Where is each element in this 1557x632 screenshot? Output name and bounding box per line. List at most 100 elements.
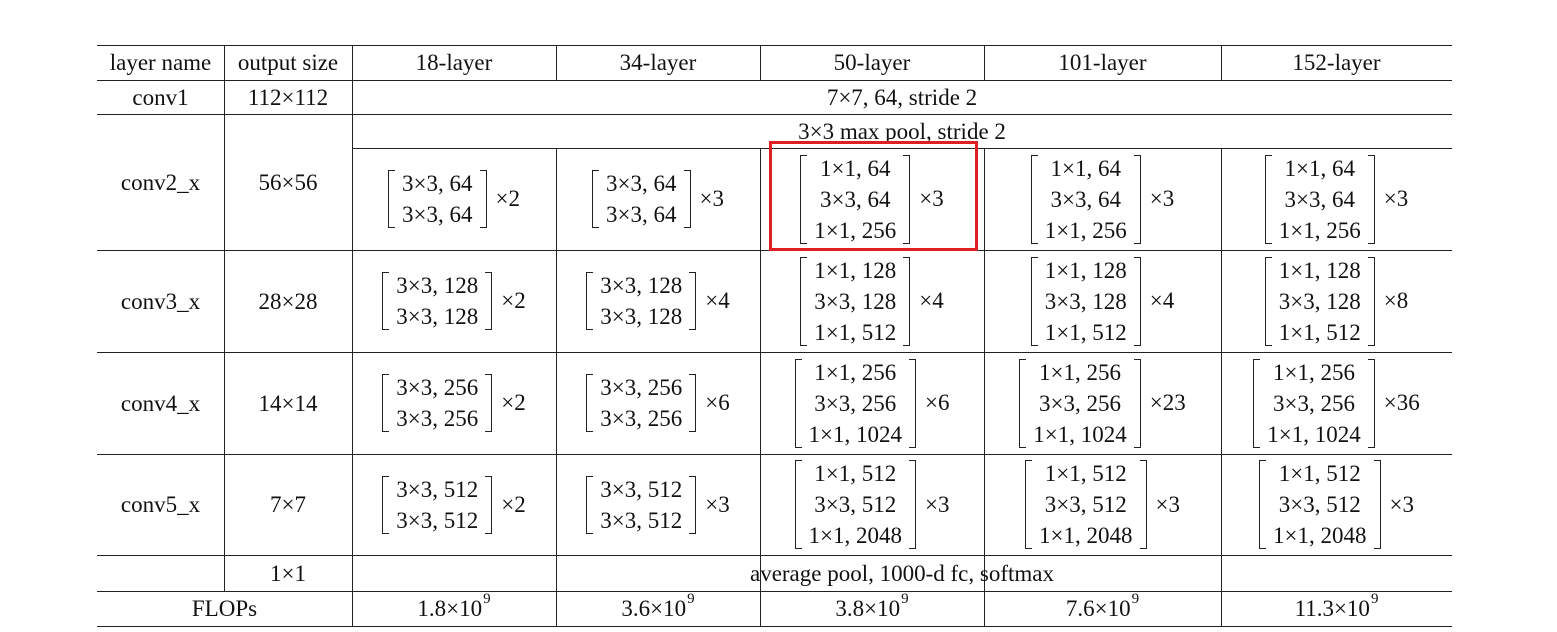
block-line: 3×3, 512 [1278, 492, 1361, 517]
flops-label: FLOPs [191, 596, 258, 621]
rule-final [97, 591, 1452, 592]
conv4-block-34-layer: 3×3, 256 3×3, 256 ×6 [556, 352, 760, 454]
rule-bottom [97, 626, 1452, 627]
conv5-size: 7×7 [270, 492, 306, 517]
block-multiplier: ×4 [919, 288, 944, 313]
block-line: 3×3, 128 [1044, 288, 1127, 314]
conv1-name: conv1 [132, 84, 189, 110]
bracket-matrix: 3×3, 512 3×3, 512 [382, 474, 493, 536]
col-rule-6b [1221, 148, 1222, 591]
block-line: 1×1, 2048 [1273, 523, 1367, 548]
conv3-name: conv3_x [120, 288, 201, 314]
header-50-layer: 50-layer [833, 50, 911, 75]
block-multiplier: ×36 [1383, 390, 1420, 415]
conv1-spec: 7×7, 64, stride 2 [826, 84, 978, 110]
rule-conv5 [97, 555, 1452, 556]
rule-conv4 [97, 454, 1452, 455]
block-line: 3×3, 128 [600, 304, 683, 329]
block-line: 1×1, 512 [814, 319, 897, 345]
conv5-block-18-layer: 3×3, 512 3×3, 512 ×2 [352, 454, 556, 555]
bracket-matrix: 1×1, 128 3×3, 128 1×1, 512 [1030, 255, 1141, 348]
rule-pool [352, 148, 1452, 149]
block-line: 1×1, 64 [820, 155, 891, 181]
block-line: 3×3, 512 [600, 507, 683, 533]
block-multiplier: ×2 [495, 186, 520, 211]
block-multiplier: ×6 [705, 390, 730, 415]
bracket-matrix: 3×3, 256 3×3, 256 [586, 372, 697, 434]
conv3-block-50-layer: 1×1, 128 3×3, 128 1×1, 512 ×4 [760, 250, 984, 352]
flops-base: 3.8×10 [835, 596, 901, 621]
conv5-block-101-layer: 1×1, 512 3×3, 512 1×1, 2048 ×3 [984, 454, 1221, 555]
block-line: 1×1, 256 [814, 217, 897, 243]
block-line: 3×3, 64 [606, 171, 677, 196]
block-multiplier: ×2 [501, 491, 526, 517]
block-line: 1×1, 512 [814, 461, 897, 486]
block-line: 3×3, 256 [1273, 390, 1355, 416]
block-multiplier: ×2 [501, 288, 526, 313]
conv3-block-101-layer: 1×1, 128 3×3, 128 1×1, 512 ×4 [984, 250, 1221, 352]
block-line: 1×1, 128 [814, 257, 897, 283]
block-line: 3×3, 512 [396, 507, 479, 533]
highlight-box [769, 141, 978, 251]
bracket-matrix: 1×1, 64 3×3, 64 1×1, 256 [1030, 153, 1141, 246]
header-34-layer: 34-layer [619, 50, 697, 75]
rule-conv1 [97, 114, 1452, 115]
conv2-block-50-layer: 1×1, 64 3×3, 64 1×1, 256 ×3 [760, 148, 984, 250]
bracket-matrix: 1×1, 512 3×3, 512 1×1, 2048 [794, 458, 917, 551]
block-line: 3×3, 512 [396, 476, 479, 502]
rule-header [97, 80, 1452, 81]
col-rule-2 [352, 45, 353, 627]
flops-exponent: 9 [1370, 591, 1379, 607]
block-line: 1×1, 1024 [1267, 421, 1361, 447]
bracket-matrix: 1×1, 256 3×3, 256 1×1, 1024 [1019, 357, 1142, 450]
conv2-name: conv2_x [120, 169, 201, 195]
conv2-block-18-layer: 3×3, 64 3×3, 64 ×2 [352, 148, 556, 250]
flops-base: 11.3×10 [1294, 596, 1370, 621]
header-layer-name: layer name [109, 50, 212, 75]
block-multiplier: ×8 [1383, 288, 1409, 313]
block-line: 1×1, 64 [1284, 155, 1355, 181]
flops-34: 3.6×10 9 [556, 591, 760, 626]
flops-50: 3.8×10 9 [760, 591, 984, 626]
header-18-layer: 18-layer [415, 50, 493, 75]
bracket-matrix: 3×3, 512 3×3, 512 [586, 474, 697, 536]
block-multiplier: ×4 [1149, 288, 1175, 313]
conv2-block-34-layer: 3×3, 64 3×3, 64 ×3 [556, 148, 760, 250]
conv2-size: 56×56 [258, 169, 318, 195]
block-line: 3×3, 256 [600, 375, 683, 400]
block-line: 1×1, 512 [1044, 319, 1127, 345]
conv4-name: conv4_x [120, 390, 201, 416]
block-line: 1×1, 512 [1278, 461, 1361, 486]
rule-top [97, 45, 1452, 46]
conv4-block-18-layer: 3×3, 256 3×3, 256 ×2 [352, 352, 556, 454]
final-spec: average pool, 1000-d fc, softmax [749, 560, 1054, 586]
flops-101: 7.6×10 9 [984, 591, 1221, 626]
bracket-matrix: 1×1, 256 3×3, 256 1×1, 1024 [1253, 357, 1376, 450]
block-multiplier: ×3 [705, 491, 730, 517]
col-rule-6c [1221, 591, 1222, 627]
col-rule-1 [224, 45, 225, 591]
block-line: 3×3, 128 [1278, 288, 1361, 314]
conv5-block-34-layer: 3×3, 512 3×3, 512 ×3 [556, 454, 760, 555]
flops-exponent: 9 [901, 591, 909, 607]
block-multiplier: ×3 [919, 186, 944, 211]
block-multiplier: ×3 [1155, 491, 1180, 517]
col-rule-4b [760, 148, 761, 591]
conv5-block-50-layer: 1×1, 512 3×3, 512 1×1, 2048 ×3 [760, 454, 984, 555]
flops-base: 7.6×10 [1065, 596, 1131, 621]
conv2-block-101-layer: 1×1, 64 3×3, 64 1×1, 256 ×3 [984, 148, 1221, 250]
block-line: 3×3, 128 [600, 273, 683, 298]
col-rule-5c [984, 591, 985, 627]
block-line: 1×1, 128 [1278, 257, 1361, 283]
bracket-matrix: 1×1, 64 3×3, 64 1×1, 256 [800, 153, 911, 246]
block-multiplier: ×3 [699, 186, 724, 211]
bracket-matrix: 1×1, 128 3×3, 128 1×1, 512 [1264, 255, 1375, 348]
block-line: 3×3, 512 [1044, 492, 1127, 517]
block-line: 3×3, 512 [814, 492, 897, 517]
bracket-matrix: 3×3, 128 3×3, 128 [382, 270, 493, 332]
block-line: 3×3, 64 [820, 186, 891, 212]
bracket-matrix: 3×3, 128 3×3, 128 [586, 270, 697, 332]
block-line: 1×1, 256 [814, 359, 897, 385]
block-line: 1×1, 128 [1044, 257, 1127, 283]
col-rule-3b [556, 148, 557, 591]
